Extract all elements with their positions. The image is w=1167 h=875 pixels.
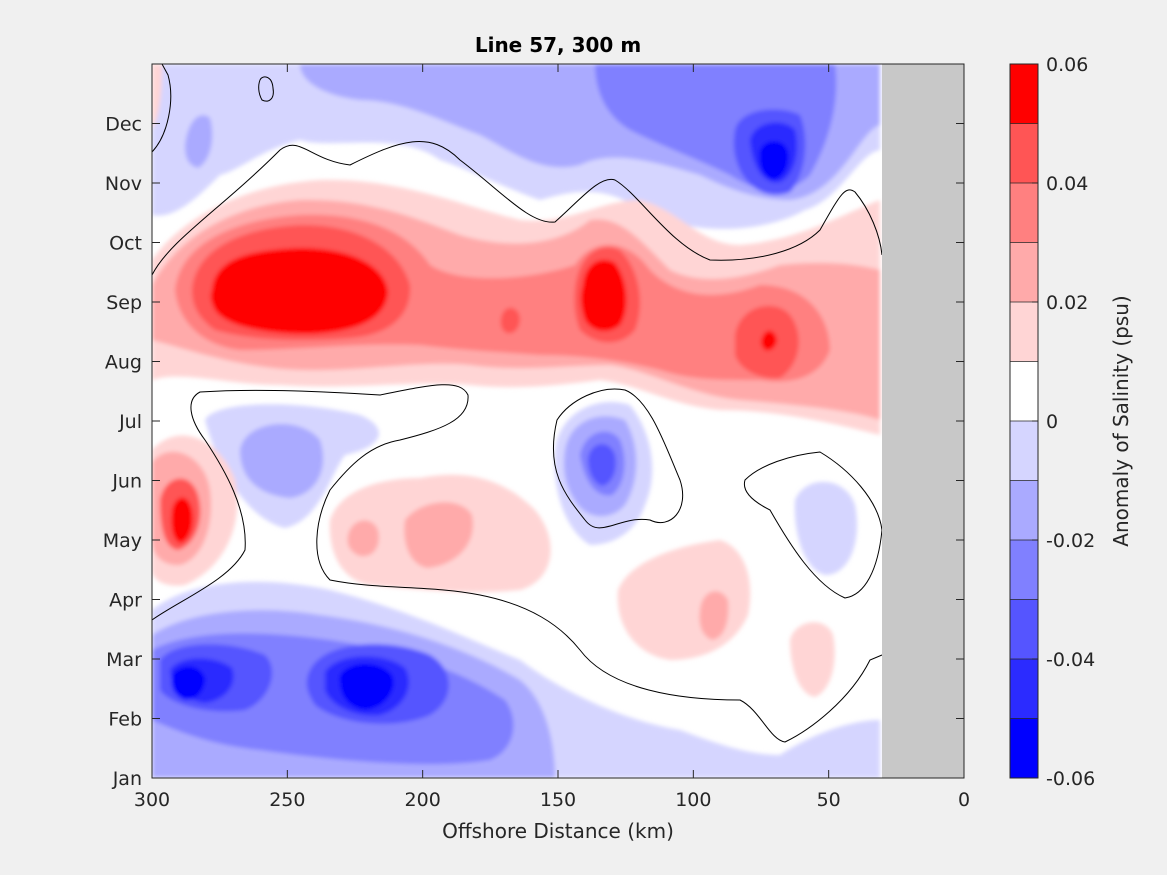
colorbar-band	[1010, 123, 1038, 183]
pos-region-apr-right-mid	[699, 591, 729, 640]
colorbar-tick-label: -0.06	[1046, 768, 1095, 790]
colorbar-tick-label: 0	[1046, 411, 1058, 433]
y-tick-label: Nov	[105, 173, 142, 195]
neg-region-dec-left	[185, 115, 213, 168]
zero-contour-dec-small	[258, 76, 274, 102]
colorbar-band	[1010, 242, 1038, 302]
zero-contour-dec	[152, 64, 172, 153]
y-tick-label: Apr	[109, 590, 142, 612]
neg-region-nov-min	[759, 141, 789, 180]
colorbar-band	[1010, 599, 1038, 659]
zero-contours	[152, 64, 883, 743]
y-tick-label: Aug	[105, 352, 142, 374]
pos-region-may-left-max	[171, 497, 193, 543]
y-tick-label: Mar	[106, 649, 142, 671]
x-tick-label: 0	[958, 789, 970, 811]
x-tick-label: 100	[675, 789, 711, 811]
colorbar-tick-label: 0.06	[1046, 54, 1088, 76]
pos-region-may-center-small	[347, 520, 379, 557]
neg-region-jun-left-inner	[240, 423, 324, 498]
x-tick-label: 50	[817, 789, 841, 811]
y-tick-label: Feb	[108, 709, 142, 731]
y-tick-label: Jul	[118, 411, 142, 433]
neg-region-feb-min	[339, 663, 394, 710]
colorbar-band	[1010, 718, 1038, 778]
colorbar-band	[1010, 64, 1038, 124]
chart-title: Line 57, 300 m	[475, 33, 641, 57]
colorbar-tick-label: 0.02	[1046, 292, 1088, 314]
neg-region-jun-center-core	[588, 444, 616, 486]
anomaly-contours	[152, 64, 880, 778]
y-tick-label: Dec	[105, 114, 142, 136]
y-tick-label: May	[103, 530, 142, 552]
colorbar: 0.06 0.04 0.02 0 -0.02 -0.04 -0.06	[1009, 54, 1095, 790]
y-tick-label: Jan	[112, 768, 142, 790]
x-tick-label: 150	[540, 789, 576, 811]
y-tick-label: Sep	[106, 292, 142, 314]
x-tick-label: 250	[269, 789, 305, 811]
colorbar-band	[1010, 540, 1038, 600]
neg-region-mar-min	[171, 666, 205, 700]
y-tick-label: Oct	[109, 233, 142, 255]
colorbar-band	[1010, 302, 1038, 362]
zero-contour-oct	[152, 141, 883, 276]
x-tick-label: 300	[134, 789, 170, 811]
x-tick-label: 200	[405, 789, 441, 811]
colorbar-tick-label: -0.02	[1046, 530, 1095, 552]
y-axis: Jan Feb Mar Apr May Jun Jul Aug Sep Oct Nov Dec	[103, 114, 964, 790]
pos-region-sep-center-max	[580, 259, 627, 332]
zero-contour-jun	[552, 388, 684, 529]
no-data-region	[882, 64, 964, 778]
colorbar-band	[1010, 421, 1038, 481]
colorbar-tick-label: -0.04	[1046, 649, 1095, 671]
pos-region-sep-small	[500, 307, 520, 334]
colorbar-tick-label: 0.04	[1046, 173, 1088, 195]
pos-region-aug-right-max	[761, 330, 777, 351]
x-axis-label: Offshore Distance (km)	[442, 819, 674, 843]
colorbar-band	[1010, 361, 1038, 421]
colorbar-band	[1010, 659, 1038, 719]
pos-region-may-center-mid	[404, 502, 473, 568]
colorbar-band	[1010, 183, 1038, 243]
zero-contour-may	[743, 451, 883, 599]
colorbar-label: Anomaly of Salinity (psu)	[1109, 295, 1133, 546]
pos-region-sep-left-max	[210, 248, 388, 334]
neg-region-may-right	[794, 481, 857, 575]
colorbar-band	[1010, 480, 1038, 540]
y-tick-label: Jun	[111, 471, 142, 493]
pos-region-dec-edge	[152, 64, 162, 130]
plot-area	[152, 64, 964, 778]
x-axis: 300 250 200 150 100 50 0	[134, 64, 970, 811]
zero-contour-jul	[152, 384, 883, 743]
pos-region-mar-right	[790, 622, 835, 697]
